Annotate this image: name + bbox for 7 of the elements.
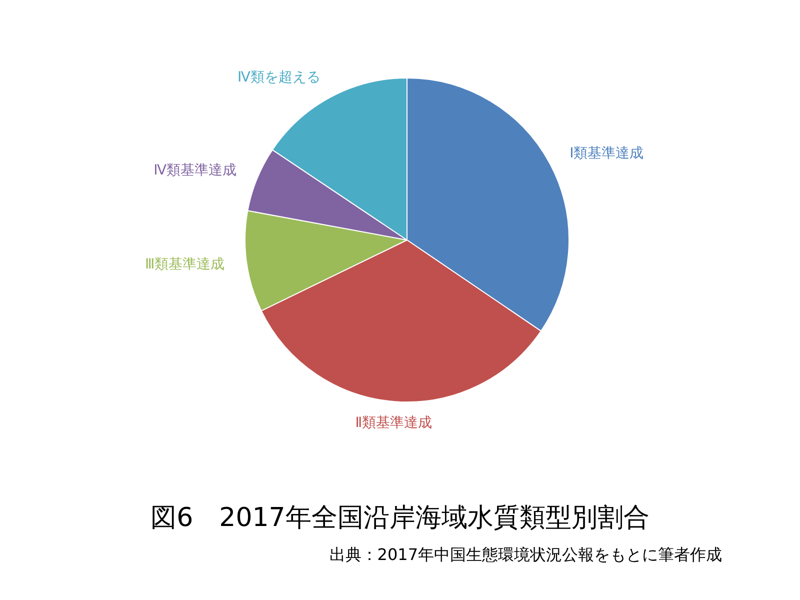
slice-label: Ⅲ類基準達成 bbox=[145, 256, 225, 272]
slice-label: Ⅱ類基準達成 bbox=[355, 415, 432, 432]
text: 図6 2017年全国沿岸海域水質類型別割合 bbox=[150, 502, 650, 535]
source-note: 出典：2017年中国生態環境状況公報をもとに筆者作成 bbox=[329, 545, 722, 566]
slice-label: Ⅰ類基準達成 bbox=[570, 146, 644, 162]
slice-label: Ⅳ類を超える bbox=[237, 69, 320, 86]
slice-label: Ⅳ類基準達成 bbox=[154, 162, 237, 178]
